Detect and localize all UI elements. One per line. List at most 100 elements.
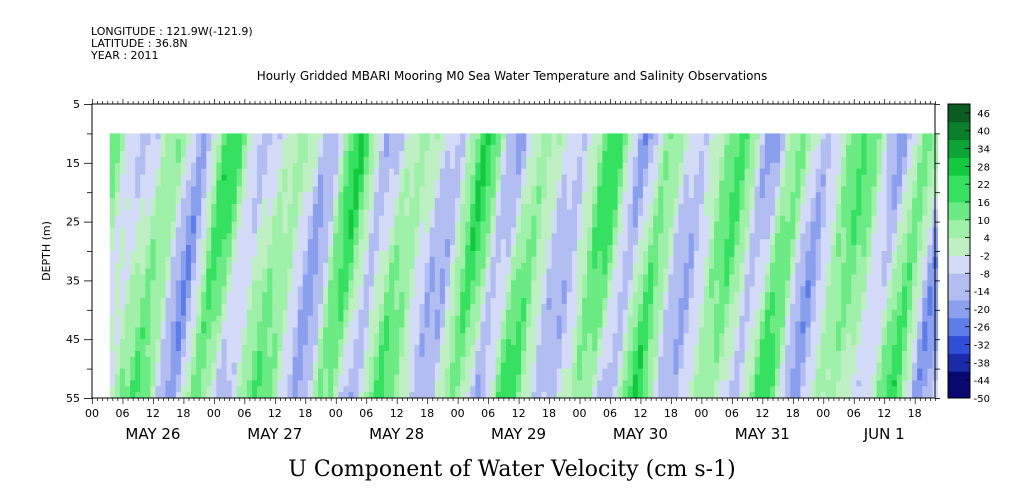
heatmap-cell xyxy=(607,298,613,305)
heatmap-cell xyxy=(109,168,116,176)
heatmap-cell xyxy=(571,292,578,299)
heatmap-cell xyxy=(272,309,278,317)
heatmap-cell xyxy=(556,251,563,258)
heatmap-cell xyxy=(353,345,360,352)
heatmap-cell xyxy=(165,286,172,293)
heatmap-cell xyxy=(302,292,309,299)
heatmap-cell xyxy=(257,227,263,234)
heatmap-cell xyxy=(582,162,588,170)
heatmap-cell xyxy=(145,151,151,158)
heatmap-cell xyxy=(592,380,598,387)
heatmap-cell xyxy=(541,356,547,364)
heatmap-cell xyxy=(216,245,222,252)
heatmap-cell xyxy=(404,292,410,299)
heatmap-cell xyxy=(439,139,446,146)
heatmap-cell xyxy=(663,368,669,375)
heatmap-cell xyxy=(297,156,304,164)
heatmap-cell xyxy=(191,133,197,140)
heatmap-cell xyxy=(170,386,177,393)
heatmap-cell xyxy=(526,245,532,252)
heatmap-cell xyxy=(424,192,431,199)
heatmap-cell xyxy=(500,198,507,205)
heatmap-cell xyxy=(130,198,136,205)
heatmap-cell xyxy=(140,298,146,305)
heatmap-cell xyxy=(373,151,380,158)
heatmap-cell xyxy=(526,156,532,164)
heatmap-cell xyxy=(378,362,385,370)
heatmap-cell xyxy=(109,221,116,228)
heatmap-cell xyxy=(434,356,441,364)
heatmap-cell xyxy=(592,262,598,270)
heatmap-cell xyxy=(318,262,324,270)
heatmap-cell xyxy=(201,133,207,140)
heatmap-cell xyxy=(130,286,136,293)
heatmap-cell xyxy=(571,233,578,240)
heatmap-cell xyxy=(551,356,558,364)
heatmap-cell xyxy=(414,339,421,346)
heatmap-cell xyxy=(516,156,522,164)
heatmap-cell xyxy=(617,333,624,340)
heatmap-cell xyxy=(338,204,344,211)
heatmap-cell xyxy=(490,139,497,146)
heatmap-cell xyxy=(155,180,162,187)
heatmap-cell xyxy=(363,292,370,299)
heatmap-cell xyxy=(424,386,431,393)
heatmap-cell xyxy=(536,215,542,223)
heatmap-cell xyxy=(470,298,476,305)
heatmap-cell xyxy=(353,180,360,187)
heatmap-cell xyxy=(297,192,304,199)
heatmap-cell xyxy=(333,192,339,199)
heatmap-cell xyxy=(444,315,451,323)
heatmap-cell xyxy=(267,345,273,352)
heatmap-cell xyxy=(500,356,507,364)
heatmap-cell xyxy=(551,192,558,199)
heatmap-cell xyxy=(607,292,613,299)
heatmap-cell xyxy=(328,180,334,187)
heatmap-cell xyxy=(556,274,563,281)
heatmap-cell xyxy=(201,215,207,223)
heatmap-cell xyxy=(140,362,146,370)
heatmap-cell xyxy=(511,139,517,146)
heatmap-cell xyxy=(175,268,182,275)
heatmap-cell xyxy=(617,239,624,246)
heatmap-cell xyxy=(287,298,294,305)
heatmap-cell xyxy=(470,345,476,352)
heatmap-cell xyxy=(602,386,608,393)
heatmap-cell xyxy=(287,221,294,228)
heatmap-cell xyxy=(485,174,492,181)
heatmap-cell xyxy=(602,274,608,281)
heatmap-cell xyxy=(328,356,334,364)
heatmap-cell xyxy=(541,162,547,170)
heatmap-cell xyxy=(150,215,156,223)
heatmap-cell xyxy=(277,174,283,181)
heatmap-cell xyxy=(637,180,644,187)
heatmap-cell xyxy=(648,345,654,352)
heatmap-cell xyxy=(211,362,217,370)
heatmap-cell xyxy=(368,133,375,140)
heatmap-cell xyxy=(333,233,339,240)
heatmap-cell xyxy=(577,198,583,205)
heatmap-cell xyxy=(338,233,344,240)
heatmap-cell xyxy=(511,345,517,352)
heatmap-cell xyxy=(236,362,243,370)
heatmap-cell xyxy=(201,139,207,146)
heatmap-cell xyxy=(373,198,380,205)
heatmap-cell xyxy=(150,262,156,270)
heatmap-cell xyxy=(211,245,217,252)
heatmap-cell xyxy=(490,180,497,187)
heatmap-cell xyxy=(551,339,558,346)
heatmap-cell xyxy=(282,362,288,370)
heatmap-cell xyxy=(125,268,131,275)
heatmap-cell xyxy=(556,327,563,334)
heatmap-cell xyxy=(333,156,339,164)
heatmap-cell xyxy=(541,204,547,211)
heatmap-cell xyxy=(201,209,207,217)
heatmap-cell xyxy=(643,209,649,217)
heatmap-cell xyxy=(521,198,527,205)
heatmap-cell xyxy=(145,256,151,264)
heatmap-cell xyxy=(378,239,385,246)
heatmap-cell xyxy=(663,321,669,328)
heatmap-cell xyxy=(196,215,202,223)
heatmap-cell xyxy=(465,356,471,364)
heatmap-cell xyxy=(221,351,228,358)
